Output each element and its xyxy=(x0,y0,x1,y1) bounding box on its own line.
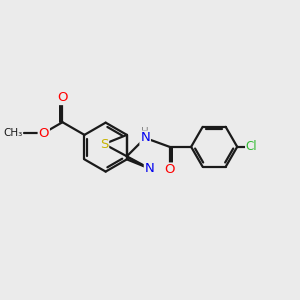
Text: O: O xyxy=(57,91,68,104)
Text: O: O xyxy=(38,127,49,140)
Text: S: S xyxy=(100,138,108,151)
Text: N: N xyxy=(140,131,150,145)
Text: H: H xyxy=(141,127,149,137)
Text: Cl: Cl xyxy=(246,140,257,153)
Text: N: N xyxy=(145,162,154,175)
Text: CH₃: CH₃ xyxy=(3,128,22,138)
Text: O: O xyxy=(164,164,175,176)
